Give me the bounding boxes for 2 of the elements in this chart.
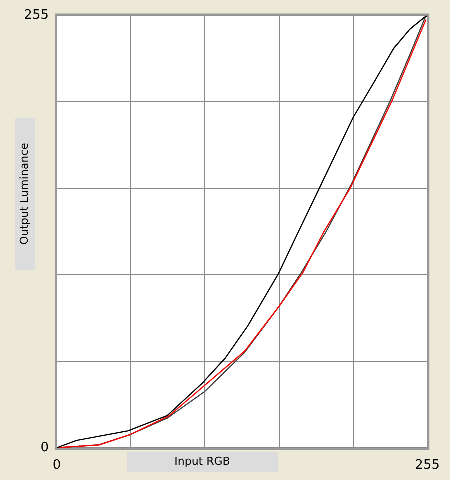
y-axis-title: Output Luminance — [17, 143, 32, 245]
x-axis-title: Input RGB — [127, 452, 278, 472]
